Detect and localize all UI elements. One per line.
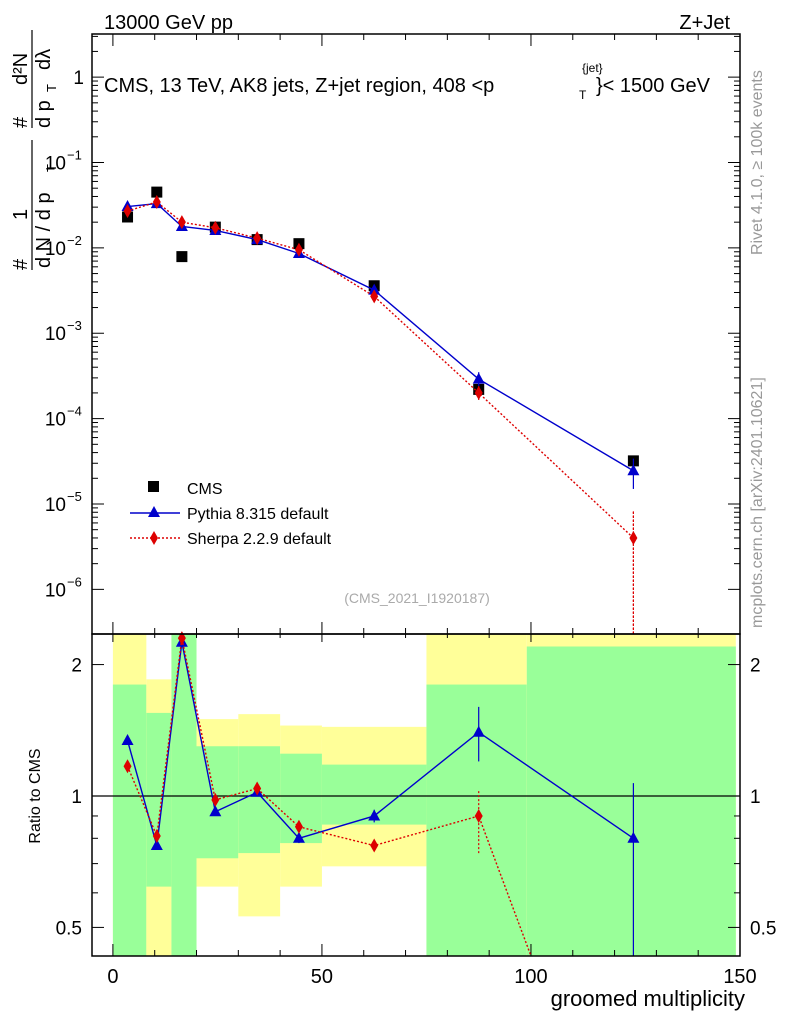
x-tick-label-2: 100: [514, 966, 547, 988]
ratio-point-diamond: [370, 838, 379, 853]
upper-point-diamond: [123, 204, 132, 219]
title-main: CMS, 13 TeV, AK8 jets, Z+jet region, 408…: [104, 75, 494, 97]
legend-pythia-label: Pythia 8.315 default: [187, 506, 329, 523]
upper-tick-exp-6: −6: [67, 574, 82, 589]
ylabel-t-1: T: [44, 164, 59, 172]
ylabel-dn: d N / d p: [33, 192, 55, 268]
upper-y-axis-label: # 1 d N / d p T # d²N d p T dλ: [10, 30, 59, 270]
upper-line-2: [127, 201, 634, 539]
mcplots-label: mcplots.cern.ch [arXiv:2401.10621]: [749, 377, 766, 628]
ratio-point-diamond: [474, 808, 483, 823]
upper-tick-label-0: 1: [73, 68, 84, 89]
upper-point-triangle: [368, 283, 381, 295]
upper-line-1: [127, 202, 634, 472]
lower-tick-label-right-0: 0.5: [750, 918, 776, 939]
upper-tick-exp-2: −2: [67, 233, 82, 248]
ratio-point-triangle: [368, 809, 381, 821]
upper-point-diamond: [152, 194, 161, 209]
upper-point-square: [176, 251, 188, 263]
title-tail: }< 1500 GeV: [596, 75, 711, 97]
ratio-point-triangle: [150, 839, 163, 851]
upper-tick-label-4: 10: [45, 410, 66, 431]
plot-title: CMS, 13 TeV, AK8 jets, Z+jet region, 408…: [104, 61, 711, 102]
ylabel-one: 1: [10, 209, 32, 220]
legend-cms-marker: [148, 481, 159, 492]
lower-tick-label-right-2: 2: [750, 656, 761, 677]
lower-y-axis-label: Ratio to CMS: [27, 748, 44, 843]
ratio-point-triangle: [209, 805, 222, 817]
upper-tick-exp-1: −1: [67, 147, 82, 162]
lower-plot-frame: [91, 633, 741, 957]
ylabel-dlambda: dλ: [33, 49, 55, 70]
upper-tick-label-1: 10: [45, 153, 66, 174]
ratio-point-triangle: [627, 831, 640, 843]
ratio-point-triangle: [472, 725, 485, 737]
legend-sherpa-marker: [150, 531, 158, 545]
green-band-4: [238, 746, 281, 854]
ratio-point-triangle: [121, 734, 134, 746]
upper-tick-exp-3: −3: [67, 318, 82, 333]
ylabel-hash-1: #: [10, 258, 32, 270]
ylabel-hash-2: #: [10, 116, 32, 128]
upper-point-square: [151, 186, 163, 198]
upper-point-diamond: [177, 215, 186, 230]
ratio-point-diamond: [211, 792, 220, 807]
upper-point-triangle: [472, 372, 485, 384]
ratio-point-diamond: [253, 781, 262, 796]
analysis-id: (CMS_2021_I1920187): [344, 590, 490, 606]
upper-point-triangle: [627, 464, 640, 476]
upper-point-diamond: [211, 220, 220, 235]
legend-sherpa-label: Sherpa 2.2.9 default: [187, 531, 332, 548]
upper-tick-exp-4: −4: [67, 404, 82, 419]
upper-plot-series: [121, 186, 640, 634]
ratio-point-diamond: [294, 819, 303, 834]
legend: CMS Pythia 8.315 default Sherpa 2.2.9 de…: [130, 481, 332, 548]
ratio-plot-series: [121, 631, 640, 957]
lower-axis-ticks: 0.5 0.5 1 1 2 2 0 50 100 150: [56, 634, 776, 988]
upper-tick-label-5: 10: [45, 495, 66, 516]
ratio-point-diamond: [123, 759, 132, 774]
green-band-7: [426, 684, 527, 956]
upper-point-diamond: [294, 242, 303, 257]
x-tick-label-3: 150: [723, 966, 756, 988]
x-tick-label-1: 50: [311, 966, 333, 988]
ratio-point-diamond: [152, 828, 161, 843]
green-band-0: [112, 684, 147, 956]
legend-cms-label: CMS: [187, 481, 223, 498]
lower-tick-label-left-1: 1: [71, 787, 82, 808]
ratio-point-triangle: [292, 831, 305, 843]
header-left: 13000 GeV pp: [104, 12, 233, 34]
lower-tick-label-right-1: 1: [750, 787, 761, 808]
legend-pythia-marker: [148, 506, 160, 517]
x-tick-label-0: 0: [107, 966, 118, 988]
ylabel-t-2: T: [44, 84, 59, 92]
x-axis-label: groomed multiplicity: [551, 986, 745, 1011]
upper-point-diamond: [474, 385, 483, 400]
rivet-label: Rivet 4.1.0, ≥ 100k events: [749, 70, 766, 255]
lower-tick-label-left-0: 0.5: [56, 918, 82, 939]
upper-axis-ticks: 110−110−210−310−410−510−6: [45, 34, 741, 634]
upper-point-diamond: [629, 530, 638, 545]
upper-tick-label-2: 10: [45, 239, 66, 260]
ylabel-dpt: d p: [33, 100, 55, 128]
upper-point-diamond: [253, 231, 262, 246]
title-sub: T: [579, 88, 587, 102]
title-sup: {jet}: [582, 61, 603, 75]
header-right: Z+Jet: [679, 12, 730, 34]
upper-tick-label-3: 10: [45, 324, 66, 345]
upper-point-diamond: [370, 289, 379, 304]
green-band-2: [171, 634, 197, 956]
lower-tick-label-left-2: 2: [71, 656, 82, 677]
green-band-1: [146, 712, 172, 887]
ylabel-d2n: d²N: [10, 53, 32, 85]
upper-tick-label-6: 10: [45, 580, 66, 601]
upper-tick-exp-5: −5: [67, 489, 82, 504]
green-band-8: [526, 646, 736, 956]
